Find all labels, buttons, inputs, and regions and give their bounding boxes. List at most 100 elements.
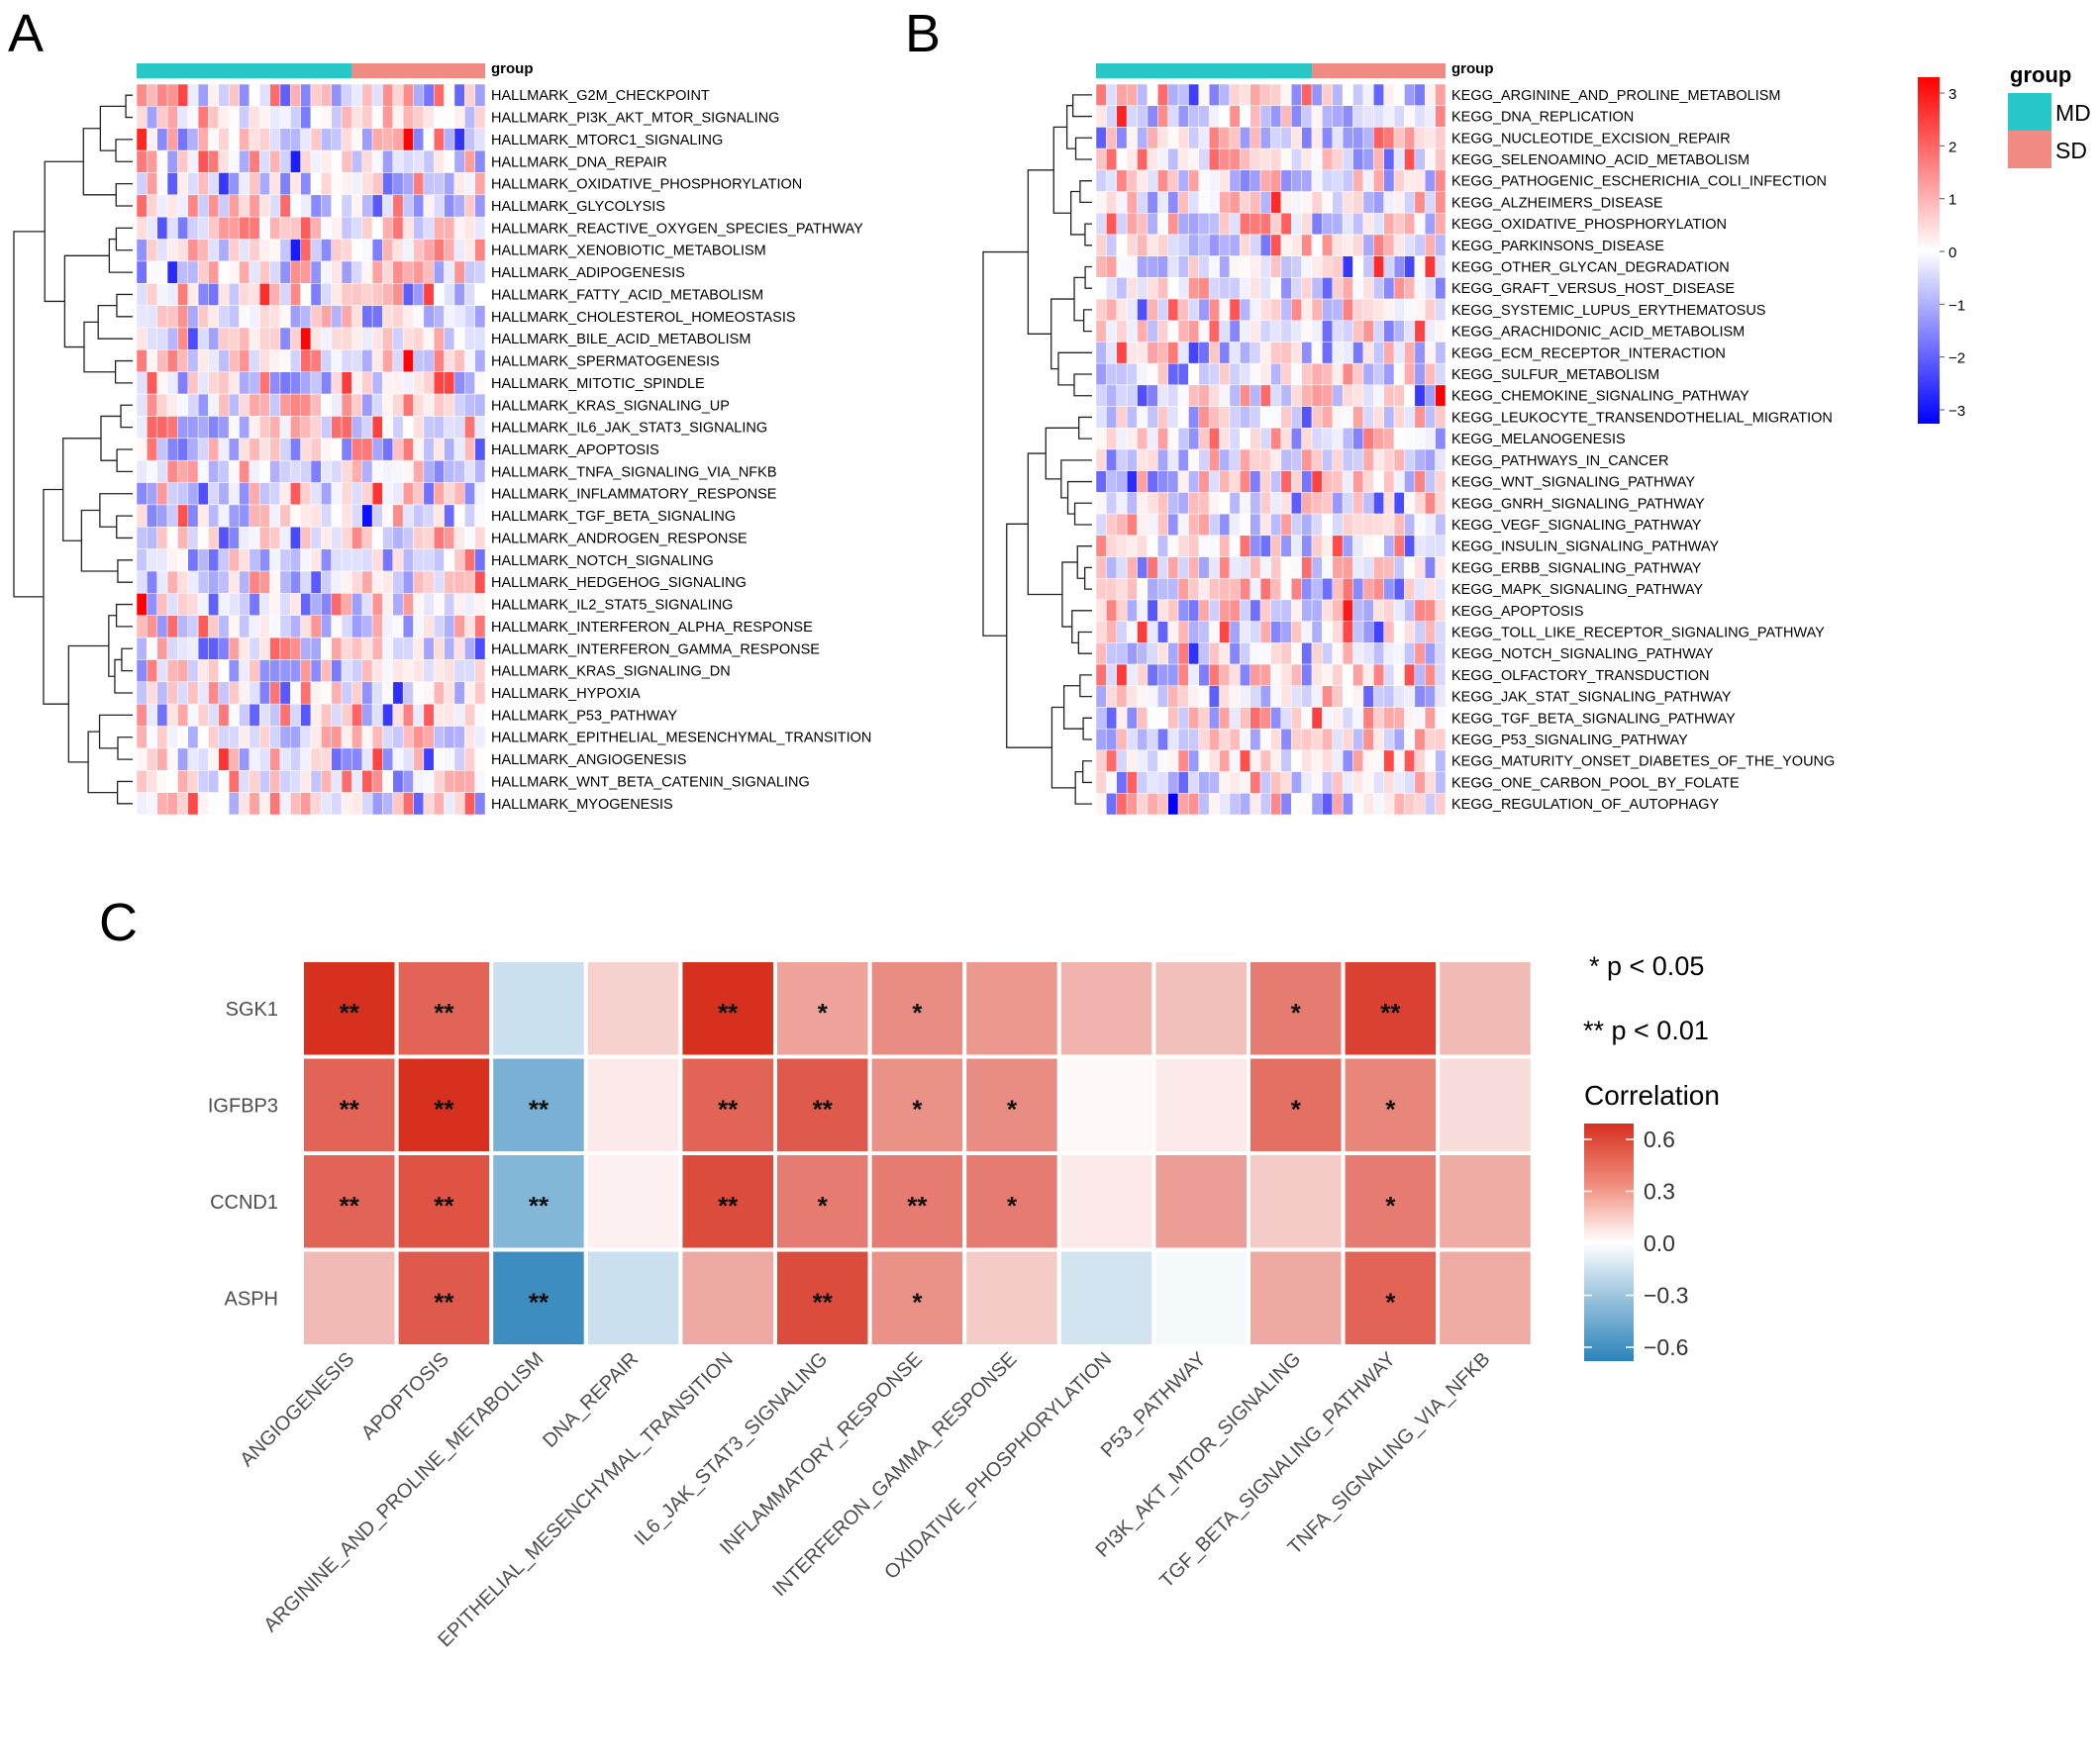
dendrogram-branch [1072,94,1092,118]
heatmap-cell [1270,255,1282,278]
column-label: INFLAMMATORY_RESPONSE [716,1348,927,1559]
annotation-sd [351,63,485,78]
heatmap-cell [228,194,240,218]
heatmap-cell [433,747,445,771]
heatmap-cell [341,770,352,793]
heatmap-cell [321,416,332,440]
heatmap-cell [382,770,394,793]
heatmap-cell [1352,169,1364,192]
heatmap-cell [1208,212,1220,236]
heatmap-cell [1311,83,1323,106]
heatmap-cell [1198,147,1210,171]
heatmap-cell [290,527,301,549]
heatmap-cell [433,593,445,616]
heatmap-cell [1301,663,1313,687]
heatmap-cell [1198,707,1210,730]
heatmap-cell [1373,470,1384,493]
heatmap-cell [1332,577,1344,601]
heatmap-cell [361,593,373,616]
heatmap-cell [321,792,332,816]
heatmap-cell [290,194,301,218]
heatmap-cell [1373,83,1384,106]
heatmap-cell [187,239,199,262]
heatmap-cell [351,393,363,417]
heatmap-cell [218,615,230,638]
heatmap-cell [402,327,414,350]
heatmap-cell [1188,277,1200,300]
heatmap-cell [1393,556,1405,579]
heatmap-cell [239,283,250,306]
heatmap-cell [1383,448,1395,471]
heatmap-cell [1188,428,1200,450]
heatmap-cell [413,593,425,616]
heatmap-cell [1147,707,1158,730]
heatmap-cell [1147,599,1158,622]
heatmap-cell [279,416,291,440]
heatmap-cell [279,659,291,683]
heatmap-cell [1311,342,1323,364]
heatmap-cell [1301,428,1313,450]
heatmap-cell [239,482,250,506]
heatmap-cell [1322,448,1334,471]
heatmap-cell [1208,749,1220,772]
heatmap-cell [1167,599,1179,622]
heatmap-cell [433,637,445,660]
dendrogram-branch [108,615,117,677]
dendrogram-branch [125,94,133,119]
heatmap-cell [147,570,157,594]
significance-mark: * [1385,1094,1396,1124]
heatmap-cell [239,747,250,771]
heatmap-cell [1311,599,1323,622]
heatmap-cell [1362,105,1374,128]
heatmap-cell [1219,728,1231,751]
heatmap-cell [1219,492,1231,515]
heatmap-cell [228,681,240,705]
heatmap-cell [1249,234,1261,256]
heatmap-cell [1240,556,1250,579]
heatmap-cell [1137,728,1148,751]
heatmap-cell [474,459,486,483]
heatmap-cell [1404,599,1416,622]
panel-c: C ** ** ** * * * **** ** ** ** ** * * * *** ** ** ** * ** * *… [99,893,1720,1651]
heatmap-cell [166,593,178,616]
heatmap-cell [1167,663,1179,687]
heatmap-cell [1208,793,1220,816]
heatmap-cell [1404,707,1416,730]
row-label: KEGG_OXIDATIVE_PHOSPHORYLATION [1451,217,1727,233]
heatmap-cell [1095,428,1107,450]
heatmap-cell [433,792,445,816]
heatmap-cell [1393,577,1405,601]
dendrogram-branch [1027,169,1054,335]
significance-mark: * [818,1191,829,1221]
heatmap-cell [156,349,168,372]
heatmap-cell [1291,362,1302,386]
heatmap-cell [1311,105,1323,128]
dendrogram-branch [98,714,133,749]
heatmap-cell [1373,147,1384,171]
heatmap-cell [351,593,363,616]
heatmap-cell [187,726,199,749]
heatmap-cell [1259,298,1271,322]
heatmap-cell [402,83,414,107]
heatmap-cell [1404,127,1416,149]
heatmap-cell [1126,212,1138,236]
heatmap-cell [208,681,220,705]
correlation-cell [1341,958,1441,1059]
heatmap-cell [1404,793,1416,816]
heatmap-cell [1424,342,1436,364]
heatmap-cell [423,393,435,417]
heatmap-cell [321,593,332,616]
heatmap-cell [1147,448,1158,471]
heatmap-cell [177,305,189,329]
heatmap-cell [392,371,404,395]
dendrogram-branch [117,736,133,760]
heatmap-cell [433,504,445,528]
heatmap-cell [382,681,394,705]
heatmap-cell [300,548,312,572]
heatmap-cell [1137,298,1148,322]
heatmap-cell [1249,298,1261,322]
heatmap-cell [1352,642,1364,665]
heatmap-cell [1259,428,1271,450]
heatmap-cell [1352,428,1364,450]
heatmap-cell [279,482,291,506]
